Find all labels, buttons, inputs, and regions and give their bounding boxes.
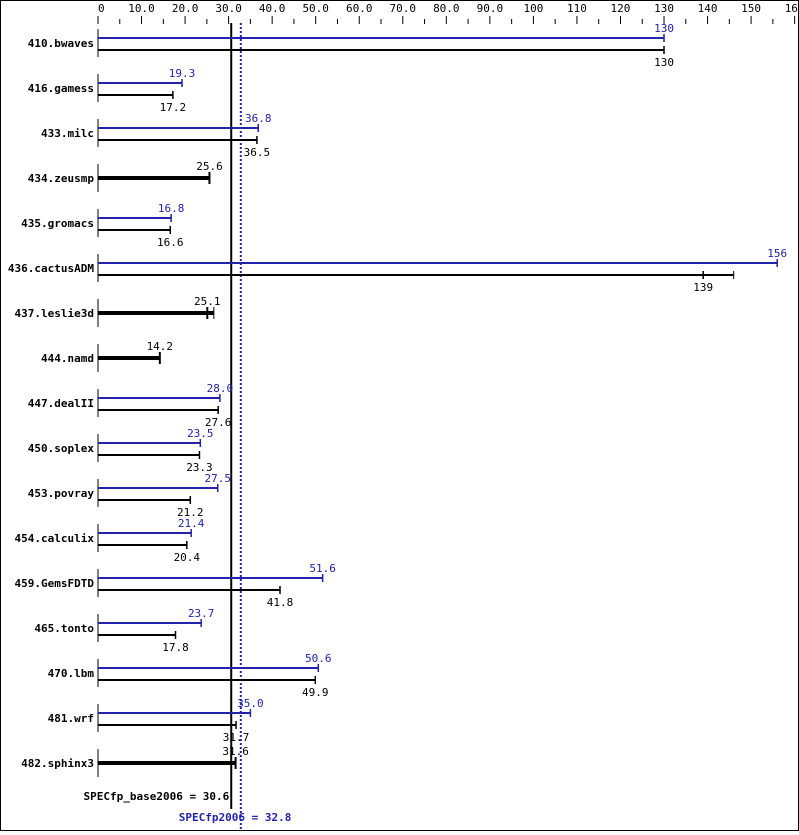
x-tick-label: 120 [611, 2, 631, 15]
x-tick-label: 90.0 [477, 2, 504, 15]
peak-value-label: 16.8 [158, 202, 185, 215]
peak-value-label: 23.7 [188, 607, 215, 620]
base-value-label: 139 [693, 281, 713, 294]
peak-value-label: 130 [654, 22, 674, 35]
base-value-label: 17.8 [162, 641, 189, 654]
benchmark-label: 465.tonto [34, 622, 94, 635]
x-tick-label: 130 [654, 2, 674, 15]
benchmark-label: 444.namd [41, 352, 94, 365]
benchmark-label: 435.gromacs [21, 217, 94, 230]
peak-value-label: 35.0 [237, 697, 264, 710]
benchmark-label: 410.bwaves [28, 37, 94, 50]
base-reference-label: SPECfp_base2006 = 30.6 [84, 790, 230, 803]
benchmark-label: 454.calculix [15, 532, 95, 545]
peak-value-label: 21.4 [178, 517, 205, 530]
benchmark-label: 447.dealII [28, 397, 94, 410]
benchmark-label: 437.leslie3d [15, 307, 94, 320]
x-tick-label: 60.0 [346, 2, 373, 15]
peak-reference-label: SPECfp2006 = 32.8 [179, 811, 292, 824]
peak-value-label: 36.8 [245, 112, 272, 125]
benchmark-label: 481.wrf [48, 712, 94, 725]
x-tick-label: 50.0 [302, 2, 329, 15]
x-tick-label: 110 [567, 2, 587, 15]
benchmark-label: 416.gamess [28, 82, 94, 95]
base-value-label: 31.6 [222, 745, 249, 758]
base-value-label: 17.2 [160, 101, 187, 114]
peak-value-label: 19.3 [169, 67, 196, 80]
benchmark-label: 482.sphinx3 [21, 757, 94, 770]
x-tick-label: 140 [698, 2, 718, 15]
x-tick-label: 100 [523, 2, 543, 15]
x-tick-label: 150 [741, 2, 761, 15]
x-tick-label: 80.0 [433, 2, 460, 15]
x-tick-label: 20.0 [172, 2, 199, 15]
peak-value-label: 23.5 [187, 427, 214, 440]
x-tick-label: 10.0 [128, 2, 155, 15]
base-value-label: 130 [654, 56, 674, 69]
peak-value-label: 50.6 [305, 652, 332, 665]
base-value-label: 23.3 [186, 461, 213, 474]
base-value-label: 36.5 [244, 146, 271, 159]
x-tick-label: 0 [98, 2, 105, 15]
base-value-label: 21.2 [177, 506, 204, 519]
x-tick-label: 70.0 [390, 2, 417, 15]
x-tick-label: 160 [785, 2, 798, 15]
base-value-label: 14.2 [147, 340, 174, 353]
benchmark-label: 433.milc [41, 127, 94, 140]
benchmark-label: 459.GemsFDTD [15, 577, 95, 590]
peak-value-label: 51.6 [309, 562, 336, 575]
base-value-label: 41.8 [267, 596, 294, 609]
peak-value-label: 28.0 [207, 382, 234, 395]
base-value-label: 16.6 [157, 236, 184, 249]
base-value-label: 49.9 [302, 686, 329, 699]
base-value-label: 20.4 [174, 551, 201, 564]
peak-value-label: 156 [767, 247, 787, 260]
base-value-label: 25.1 [194, 295, 221, 308]
benchmark-label: 453.povray [28, 487, 95, 500]
base-value-label: 27.6 [205, 416, 232, 429]
base-value-label: 25.6 [196, 160, 223, 173]
benchmark-label: 450.soplex [28, 442, 95, 455]
benchmark-label: 470.lbm [48, 667, 95, 680]
x-tick-label: 30.0 [215, 2, 242, 15]
benchmark-label: 434.zeusmp [28, 172, 95, 185]
x-tick-label: 40.0 [259, 2, 286, 15]
benchmark-label: 436.cactusADM [8, 262, 94, 275]
peak-value-label: 27.5 [204, 472, 231, 485]
base-value-label: 31.7 [223, 731, 250, 744]
